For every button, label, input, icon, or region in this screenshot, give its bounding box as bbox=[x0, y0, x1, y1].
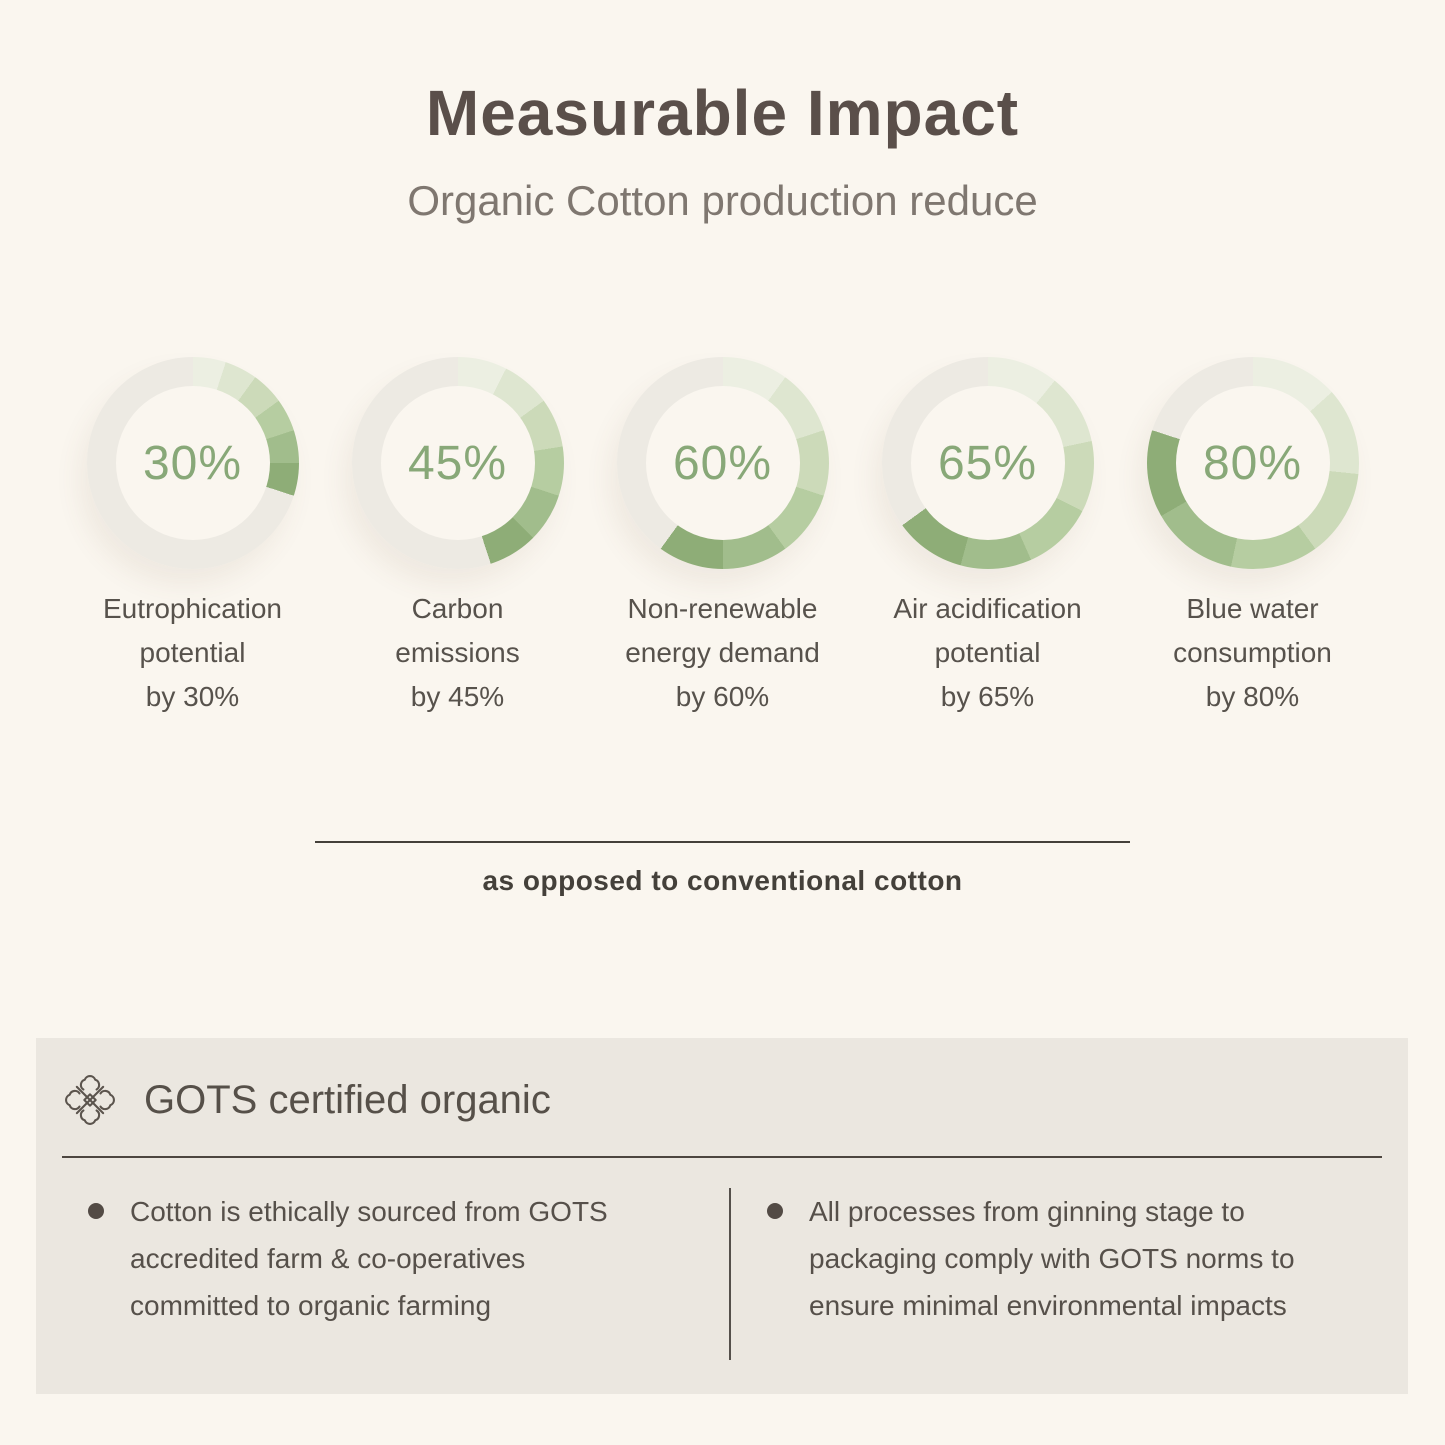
footnote-divider-line bbox=[315, 841, 1130, 843]
gots-heading: GOTS certified organic bbox=[144, 1078, 551, 1122]
donut-chart: 45% Carbon emissions by 45% bbox=[351, 357, 564, 719]
donut-ring: 80% bbox=[1146, 357, 1359, 569]
donut-caption: Non-renewable energy demand by 60% bbox=[625, 593, 820, 712]
donut-hole: 45% bbox=[380, 386, 535, 540]
donut-chart: 65% Air acidification potential by 65% bbox=[881, 357, 1094, 719]
bullet-dot bbox=[88, 1203, 104, 1219]
footnote-text: as opposed to conventional cotton bbox=[482, 865, 963, 896]
donut-percentage: 60% bbox=[672, 436, 773, 490]
donut-caption: Eutrophication potential by 30% bbox=[102, 593, 282, 712]
donut-hole: 65% bbox=[910, 386, 1065, 540]
bullet-dot bbox=[767, 1203, 783, 1219]
page-subtitle: Organic Cotton production reduce bbox=[407, 177, 1038, 224]
donut-ring: 45% bbox=[351, 357, 564, 569]
gots-bullet-right-text: All processes from ginning stage to packa… bbox=[809, 1196, 1295, 1321]
donut-hole: 30% bbox=[115, 386, 270, 540]
donut-percentage: 65% bbox=[937, 436, 1038, 490]
donut-caption: Carbon emissions by 45% bbox=[395, 593, 520, 712]
donut-percentage: 30% bbox=[142, 436, 243, 490]
gots-bullet-right: All processes from ginning stage to packa… bbox=[731, 1188, 1408, 1360]
header: Measurable Impact Organic Cotton product… bbox=[0, 76, 1445, 225]
donut-hole: 60% bbox=[645, 386, 800, 540]
gots-bullet-left: Cotton is ethically sourced from GOTS acc… bbox=[36, 1188, 729, 1360]
donut-chart: 60% Non-renewable energy demand by 60% bbox=[616, 357, 829, 719]
donut-ring: 30% bbox=[86, 357, 299, 569]
donut-hole: 80% bbox=[1175, 386, 1330, 540]
gots-bullet-left-text: Cotton is ethically sourced from GOTS acc… bbox=[130, 1196, 608, 1321]
donut-chart: 80% Blue water consumption by 80% bbox=[1146, 357, 1359, 719]
gots-panel: GOTS certified organic Cotton is ethical… bbox=[36, 1038, 1408, 1394]
column-divider-line bbox=[729, 1188, 731, 1360]
gots-bullet-columns: Cotton is ethically sourced from GOTS acc… bbox=[36, 1188, 1408, 1360]
donut-ring: 60% bbox=[616, 357, 829, 569]
donut-charts-row: 30% Eutrophication potential by 30% 45% Carbo… bbox=[0, 357, 1445, 719]
donut-percentage: 80% bbox=[1202, 436, 1303, 490]
donut-percentage: 45% bbox=[407, 436, 508, 490]
donut-caption: Blue water consumption by 80% bbox=[1173, 593, 1332, 712]
donut-ring: 65% bbox=[881, 357, 1094, 569]
page-title: Measurable Impact bbox=[425, 77, 1020, 149]
ornamental-knot-icon bbox=[62, 1072, 118, 1128]
donut-chart: 30% Eutrophication potential by 30% bbox=[86, 357, 299, 719]
gots-header-divider bbox=[62, 1156, 1382, 1158]
donut-caption: Air acidification potential by 65% bbox=[893, 593, 1082, 712]
gots-panel-header: GOTS certified organic bbox=[62, 1072, 1382, 1128]
